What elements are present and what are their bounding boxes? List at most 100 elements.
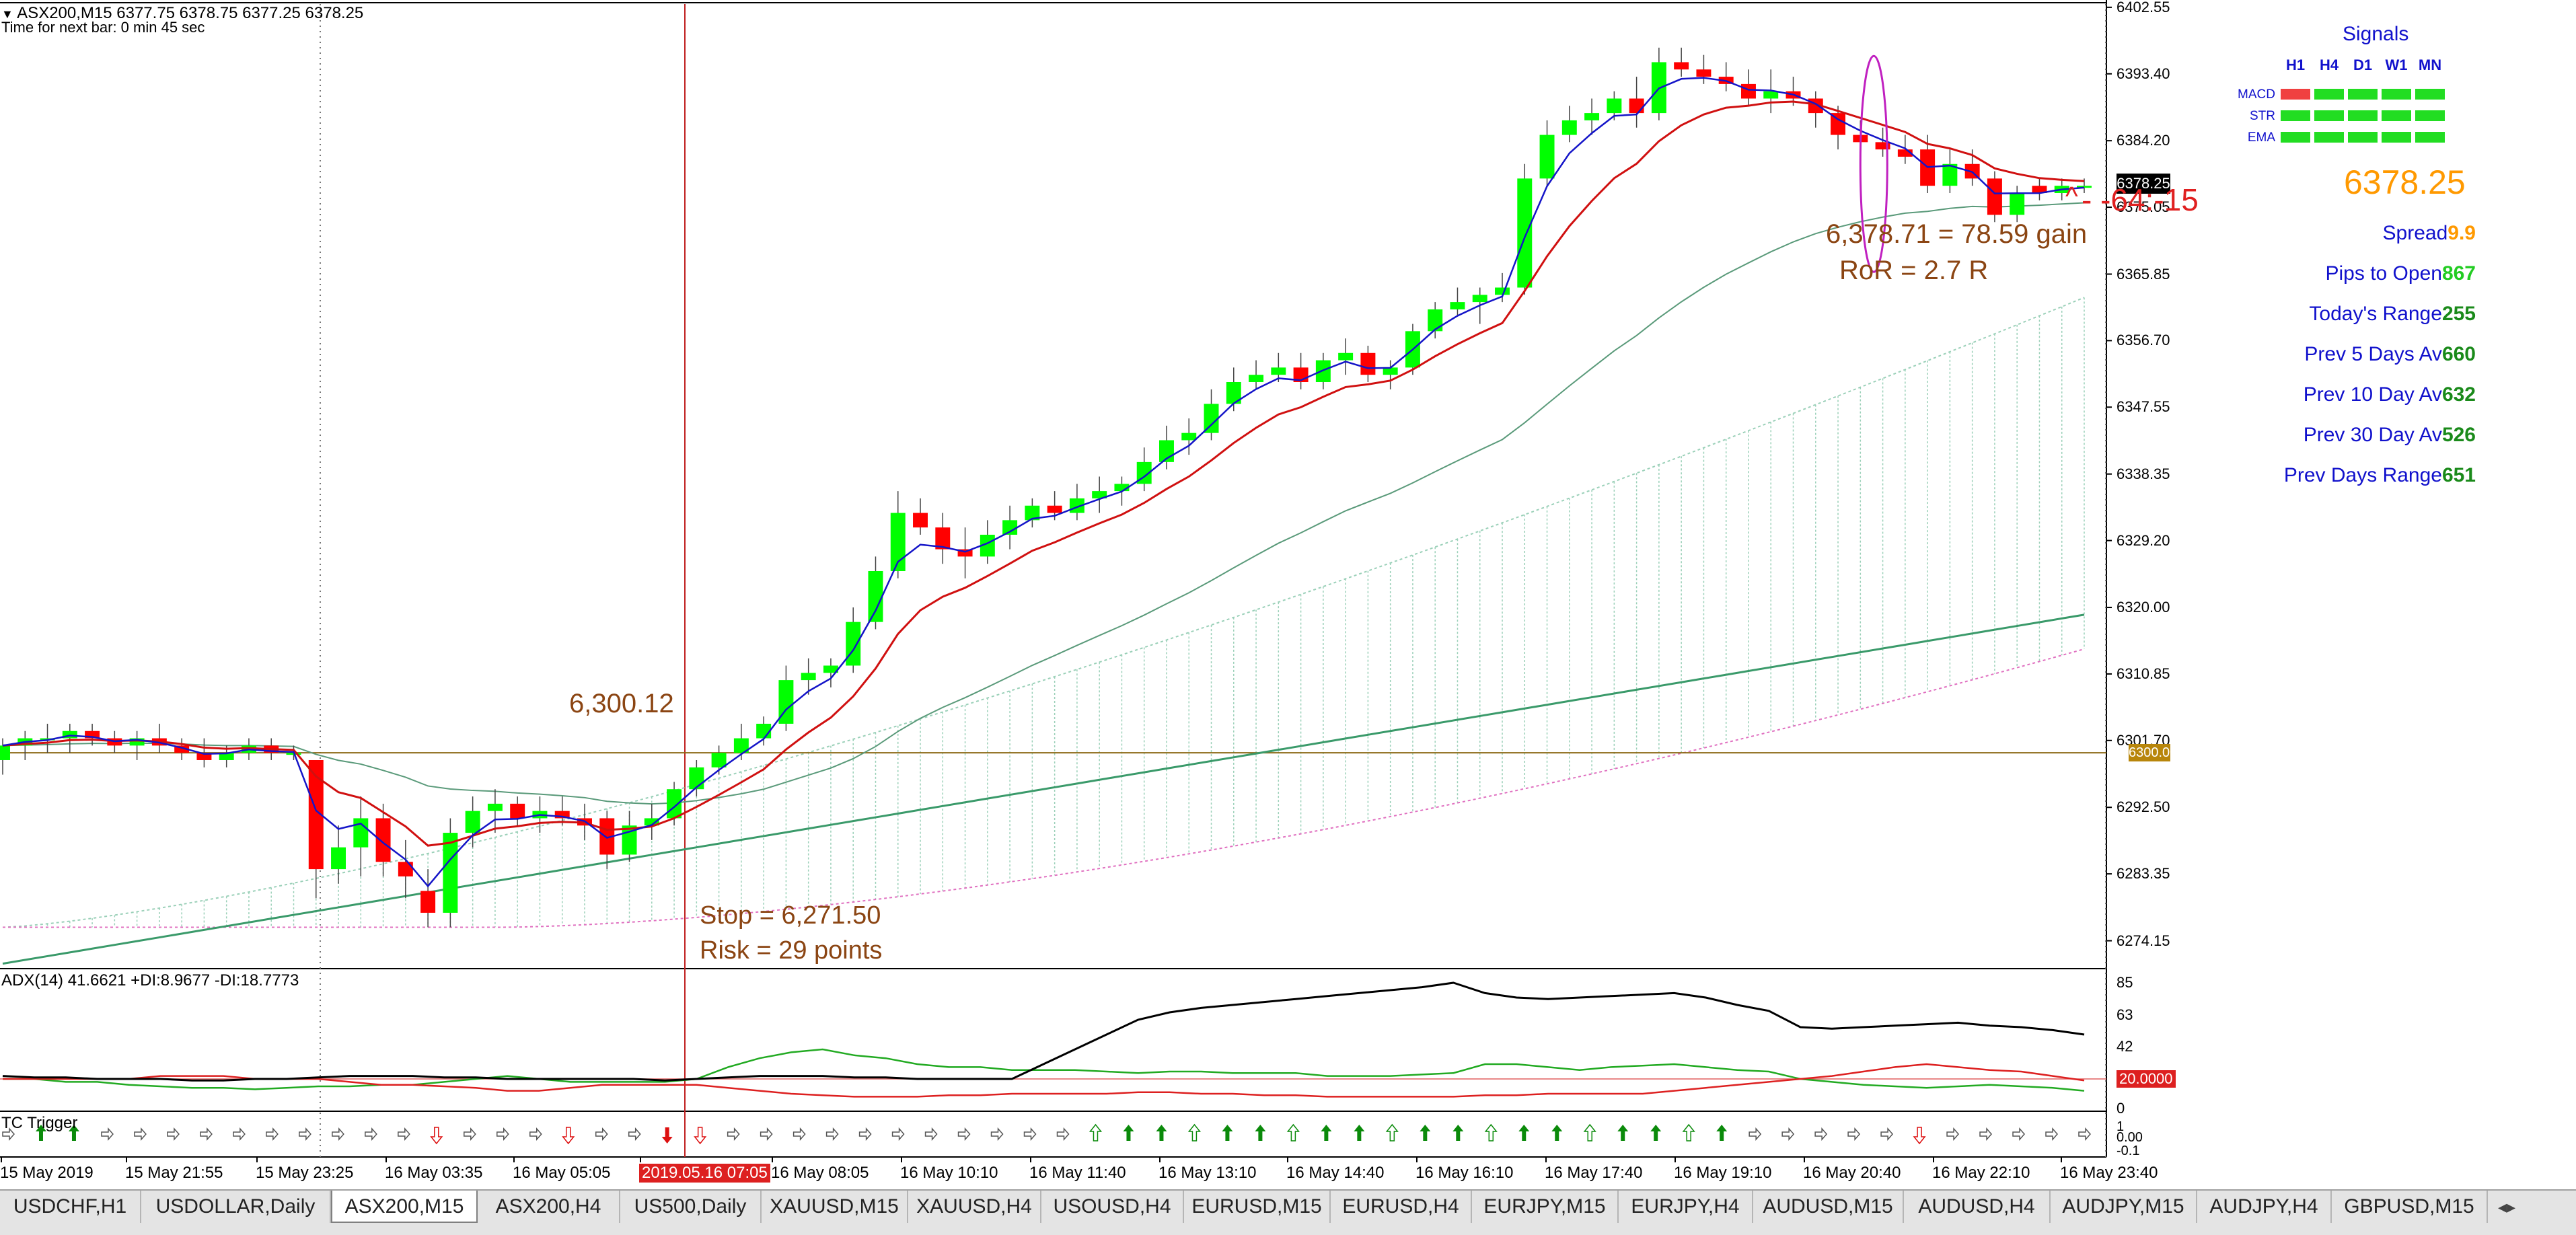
bear-candle[interactable]: [1987, 178, 2002, 215]
bull-candle[interactable]: [1092, 491, 1107, 498]
bear-candle[interactable]: [1740, 83, 1756, 99]
bear-candle[interactable]: [375, 818, 391, 862]
bull-candle[interactable]: [778, 680, 794, 724]
bear-candle[interactable]: [1674, 62, 1689, 70]
chart-tab[interactable]: EURJPY,M15: [1472, 1191, 1619, 1223]
chart-tab[interactable]: EURJPY,H4: [1619, 1191, 1753, 1223]
bull-candle[interactable]: [1450, 302, 1465, 309]
chart-tab[interactable]: XAUUSD,H4: [908, 1191, 1041, 1223]
bull-candle[interactable]: [1472, 295, 1487, 303]
chart-tab[interactable]: AUDJPY,M15: [2051, 1191, 2197, 1223]
collapse-triangle-icon[interactable]: ▼: [1, 7, 13, 21]
bull-candle[interactable]: [823, 665, 838, 673]
bull-candle[interactable]: [1114, 484, 1130, 492]
chart-tab[interactable]: AUDUSD,M15: [1753, 1191, 1904, 1223]
bull-candle[interactable]: [1607, 98, 1622, 114]
trigger-down-outline-icon: [694, 1127, 707, 1145]
hud-stat-row: Pips to Open867: [2220, 262, 2476, 285]
bear-candle[interactable]: [913, 513, 928, 528]
trigger-neutral-arrow-icon: [464, 1127, 476, 1141]
bull-candle[interactable]: [711, 753, 727, 768]
bear-candle[interactable]: [308, 759, 324, 870]
tab-scroll-arrows-icon[interactable]: ◂▸: [2497, 1196, 2516, 1217]
chart-tab[interactable]: AUDUSD,H4: [1904, 1191, 2051, 1223]
bull-candle[interactable]: [1763, 91, 1779, 99]
bull-candle[interactable]: [980, 534, 995, 557]
bull-candle[interactable]: [1025, 505, 1040, 521]
bear-candle[interactable]: [554, 811, 570, 819]
chart-tab[interactable]: USDCHF,H1: [0, 1191, 141, 1223]
chart-tab[interactable]: XAUUSD,M15: [762, 1191, 908, 1223]
bull-candle[interactable]: [733, 738, 749, 753]
bull-candle[interactable]: [1428, 309, 1443, 332]
bull-candle[interactable]: [1204, 404, 1219, 433]
trigger-neutral-arrow-icon: [2, 1127, 15, 1141]
bull-candle[interactable]: [1942, 163, 1958, 186]
bull-candle[interactable]: [465, 811, 480, 833]
bear-candle[interactable]: [1897, 149, 1913, 157]
bull-candle[interactable]: [1383, 367, 1398, 375]
chart-tab[interactable]: USOUSD,H4: [1041, 1191, 1184, 1223]
bull-candle[interactable]: [1271, 367, 1286, 375]
bear-candle[interactable]: [398, 862, 413, 876]
bull-candle[interactable]: [1561, 120, 1577, 135]
bull-candle[interactable]: [689, 767, 704, 790]
bull-candle[interactable]: [487, 803, 503, 811]
trigger-neutral-arrow-icon: [2078, 1127, 2091, 1141]
bear-candle[interactable]: [1696, 69, 1712, 77]
bull-candle[interactable]: [62, 731, 77, 739]
chart-tab[interactable]: EURUSD,H4: [1331, 1191, 1472, 1223]
bear-candle[interactable]: [510, 803, 525, 819]
trigger-neutral-arrow-icon: [1847, 1127, 1861, 1141]
bull-candle[interactable]: [0, 745, 10, 760]
chart-tab[interactable]: EURUSD,M15: [1184, 1191, 1331, 1223]
bull-candle[interactable]: [644, 818, 659, 826]
bull-candle[interactable]: [1181, 433, 1197, 441]
bear-candle[interactable]: [1360, 352, 1376, 375]
bull-candle[interactable]: [801, 673, 816, 681]
bear-candle[interactable]: [1875, 142, 1890, 150]
chart-canvas[interactable]: [0, 0, 2576, 1189]
bull-candle[interactable]: [1002, 520, 1018, 535]
bull-candle[interactable]: [1517, 178, 1533, 288]
bear-candle[interactable]: [599, 818, 615, 855]
bear-candle[interactable]: [935, 527, 951, 550]
bull-candle[interactable]: [1338, 352, 1354, 361]
bear-candle[interactable]: [420, 891, 436, 913]
bull-candle[interactable]: [1249, 375, 1264, 382]
bull-candle[interactable]: [890, 513, 906, 571]
chart-tab[interactable]: AUDJPY,H4: [2197, 1191, 2332, 1223]
bull-candle[interactable]: [868, 570, 883, 622]
chart-tab[interactable]: US500,Daily: [620, 1191, 762, 1223]
bull-candle[interactable]: [2077, 186, 2092, 188]
bull-candle[interactable]: [1539, 135, 1555, 179]
bull-candle[interactable]: [1315, 360, 1331, 382]
bull-candle[interactable]: [353, 818, 369, 848]
bear-candle[interactable]: [1047, 505, 1062, 513]
bear-candle[interactable]: [1831, 113, 1846, 135]
chart-tab[interactable]: ASX200,M15: [331, 1191, 478, 1223]
chart-tab[interactable]: ASX200,H4: [478, 1191, 620, 1223]
bull-candle[interactable]: [331, 847, 346, 870]
bear-candle[interactable]: [1629, 98, 1644, 114]
bull-candle[interactable]: [846, 622, 861, 666]
bull-candle[interactable]: [219, 753, 234, 760]
bull-candle[interactable]: [1495, 287, 1510, 295]
bull-candle[interactable]: [667, 789, 682, 819]
bull-candle[interactable]: [1584, 113, 1600, 120]
time-tick-label: 16 May 23:40: [2060, 1164, 2158, 1182]
time-tick-label: 16 May 08:05: [771, 1164, 869, 1182]
bear-candle[interactable]: [196, 753, 212, 760]
price-tick-label: 6310.85: [2117, 665, 2170, 682]
bull-candle[interactable]: [2010, 192, 2025, 215]
trigger-neutral-arrow-icon: [1056, 1127, 1070, 1141]
chart-tab[interactable]: GBPUSD,M15: [2332, 1191, 2488, 1223]
bull-candle[interactable]: [1226, 381, 1241, 404]
bear-candle[interactable]: [2032, 186, 2047, 193]
chart-tab[interactable]: USDOLLAR,Daily: [141, 1191, 331, 1223]
bear-candle[interactable]: [85, 731, 100, 739]
bear-candle[interactable]: [957, 549, 973, 557]
bull-candle[interactable]: [129, 738, 145, 746]
bear-candle[interactable]: [174, 745, 190, 753]
bull-candle[interactable]: [443, 833, 458, 913]
